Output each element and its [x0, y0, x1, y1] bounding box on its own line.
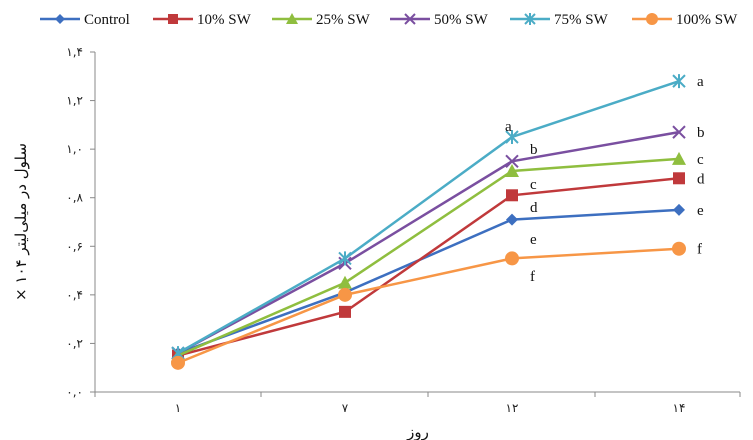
- legend-label: 10% SW: [197, 12, 252, 28]
- legend-item: 100% SW: [632, 12, 738, 28]
- y-tick-label: ۱,۰: [66, 142, 83, 156]
- data-point: [338, 251, 352, 266]
- x-tick-label: ۱: [175, 401, 181, 415]
- legend-marker: [168, 14, 178, 24]
- series-line: [177, 247, 680, 365]
- x-axis: ۱ ۷ ۱۲ ۱۴: [94, 391, 741, 415]
- significance-label: e: [697, 203, 704, 219]
- significance-label: b: [697, 125, 705, 141]
- data-point: [338, 287, 352, 302]
- y-axis-title: سلول در میلی‌لیتر ۱۰۴ ×: [12, 143, 30, 301]
- series-line: [177, 157, 680, 357]
- x-tick-label: ۷: [342, 401, 349, 415]
- legend-item: 75% SW: [510, 12, 609, 28]
- data-point: [339, 305, 351, 318]
- data-point: [506, 189, 518, 202]
- data-point: [672, 125, 686, 139]
- x-axis-title: روز: [406, 423, 429, 440]
- y-axis: ۰,۰ ۰,۲ ۰,۴ ۰,۶ ۰,۸ ۱,۰ ۱,۲ ۱,۴: [66, 45, 96, 399]
- legend-label: Control: [84, 12, 130, 28]
- y-tick-label: ۰,۴: [66, 288, 83, 302]
- data-point: [672, 151, 686, 165]
- data-point: [338, 275, 352, 289]
- legend-marker: [524, 13, 536, 25]
- legend: Control 10% SW 25% SW 50% SW 75% SW 100% SW: [40, 12, 738, 28]
- legend-item: 50% SW: [390, 12, 489, 28]
- legend-label: 75% SW: [554, 12, 609, 28]
- legend-marker: [286, 13, 298, 24]
- data-point: [505, 164, 519, 177]
- significance-label: d: [530, 200, 538, 216]
- y-tick-label: ۰,۸: [66, 191, 83, 205]
- series-line: [177, 208, 680, 355]
- legend-marker: [646, 13, 658, 25]
- x-tick-label: ۱۴: [673, 401, 686, 415]
- y-tick-label: ۰,۲: [66, 336, 83, 350]
- significance-label: c: [530, 177, 537, 193]
- significance-label: d: [697, 171, 705, 187]
- significance-label: b: [530, 142, 538, 158]
- y-tick-label: ۱,۴: [66, 45, 83, 59]
- x-tick-label: ۱۲: [506, 401, 519, 415]
- data-point: [506, 213, 518, 226]
- significance-label: e: [530, 232, 537, 248]
- significance-label: f: [530, 269, 535, 285]
- series-line: [177, 177, 680, 357]
- legend-label: 50% SW: [434, 12, 489, 28]
- data-point: [505, 251, 519, 266]
- legend-item: 25% SW: [272, 12, 371, 28]
- significance-label: f: [697, 242, 702, 258]
- significance-label: c: [697, 152, 704, 168]
- data-point: [505, 130, 519, 144]
- legend-label: 25% SW: [316, 12, 371, 28]
- legend-item: Control: [40, 12, 130, 28]
- series-100-sw: [171, 241, 686, 370]
- significance-label: a: [505, 119, 512, 135]
- data-point: [672, 74, 686, 89]
- data-point: [171, 355, 185, 370]
- data-point: [673, 203, 685, 216]
- series-line: [177, 79, 680, 355]
- legend-marker: [404, 13, 416, 25]
- y-tick-label: ۰,۶: [66, 239, 83, 253]
- series-layer: [171, 74, 686, 370]
- data-point: [673, 172, 685, 185]
- y-tick-label: ۱,۲: [66, 94, 83, 108]
- legend-marker: [55, 14, 65, 24]
- series-line: [177, 130, 680, 355]
- legend-item: 10% SW: [153, 12, 252, 28]
- legend-label: 100% SW: [676, 12, 738, 28]
- data-point: [672, 241, 686, 256]
- y-tick-label: ۰,۰: [66, 385, 83, 399]
- data-point: [505, 154, 519, 168]
- series-25-sw: [171, 151, 686, 362]
- significance-label: a: [697, 74, 704, 90]
- series-75-sw: [171, 74, 686, 361]
